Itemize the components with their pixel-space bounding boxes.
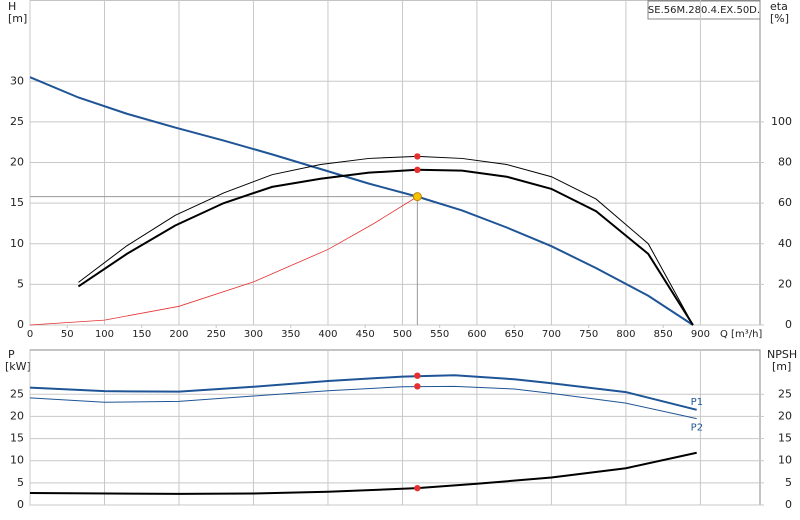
y-tick-label: 25 — [10, 387, 24, 400]
y2-tick-label: 15 — [778, 432, 792, 445]
curve — [29, 76, 694, 326]
y-tick-label: 30 — [10, 74, 24, 87]
curve — [29, 385, 697, 420]
operating-point — [412, 192, 422, 202]
x-tick-label: 800 — [616, 329, 635, 340]
y2-tick-label: 40 — [778, 237, 792, 250]
plot-frame — [29, 349, 761, 506]
eta-label: eta — [770, 0, 788, 13]
x-tick-label: 0 — [27, 329, 33, 340]
x-tick-label: 550 — [430, 329, 449, 340]
y-tick-label: 5 — [17, 277, 24, 290]
x-tick-label: 500 — [393, 329, 412, 340]
x-tick-label: 100 — [95, 329, 114, 340]
x-axis-label: Q [m³/h] — [720, 329, 762, 340]
y2-tick-label: 20 — [778, 277, 792, 290]
y-tick-label: 15 — [10, 196, 24, 209]
y2-tick-label: 100 — [771, 115, 792, 128]
operating-point — [414, 484, 421, 492]
y-tick-label: 0 — [17, 318, 24, 331]
operating-point — [414, 383, 421, 390]
curve — [77, 168, 694, 326]
y-tick-label: 10 — [10, 237, 24, 250]
x-tick-label: 200 — [169, 329, 188, 340]
y-tick-label: 20 — [10, 409, 24, 422]
x-tick-label: 750 — [579, 329, 598, 340]
series-label: P1 — [691, 397, 703, 408]
eta-unit: [%] — [770, 12, 789, 25]
p-label: P — [8, 348, 15, 361]
y2-tick-label: 25 — [778, 387, 792, 400]
y2-tick-label: 0 — [785, 498, 792, 511]
x-tick-label: 650 — [505, 329, 524, 340]
x-tick-label: 300 — [244, 329, 263, 340]
y2-tick-label: 80 — [778, 156, 792, 169]
x-tick-label: 900 — [691, 329, 710, 340]
operating-point — [414, 153, 421, 160]
npsh-unit: [m] — [772, 360, 791, 373]
h-unit: [m] — [8, 12, 27, 25]
operating-point — [414, 372, 421, 379]
h-label: H — [8, 0, 16, 13]
x-tick-label: 50 — [61, 329, 74, 340]
y-tick-label: 15 — [10, 432, 24, 445]
npsh-label: NPSH — [767, 348, 797, 361]
y-tick-label: 5 — [17, 476, 24, 489]
y2-tick-label: 20 — [778, 409, 792, 422]
x-tick-label: 350 — [281, 329, 300, 340]
y-tick-label: 0 — [17, 498, 24, 511]
x-tick-label: 400 — [318, 329, 337, 340]
y2-tick-label: 0 — [785, 318, 792, 331]
y-tick-label: 10 — [10, 454, 24, 467]
y2-tick-label: 5 — [785, 476, 792, 489]
x-tick-label: 600 — [467, 329, 486, 340]
p-unit: [kW] — [5, 360, 31, 373]
curve — [29, 374, 697, 411]
series-label: P2 — [691, 423, 703, 434]
curve — [29, 451, 697, 495]
y2-tick-label: 60 — [778, 196, 792, 209]
x-tick-label: 850 — [654, 329, 673, 340]
curve — [78, 155, 694, 326]
curve — [29, 196, 418, 326]
y2-tick-label: 10 — [778, 454, 792, 467]
y-tick-label: 25 — [10, 115, 24, 128]
x-tick-label: 150 — [132, 329, 151, 340]
chart-title: SE.56M.280.4.EX.50D. — [648, 5, 760, 16]
x-tick-label: 450 — [356, 329, 375, 340]
x-tick-label: 700 — [542, 329, 561, 340]
y-tick-label: 20 — [10, 156, 24, 169]
operating-point — [414, 166, 421, 174]
x-tick-label: 250 — [207, 329, 226, 340]
